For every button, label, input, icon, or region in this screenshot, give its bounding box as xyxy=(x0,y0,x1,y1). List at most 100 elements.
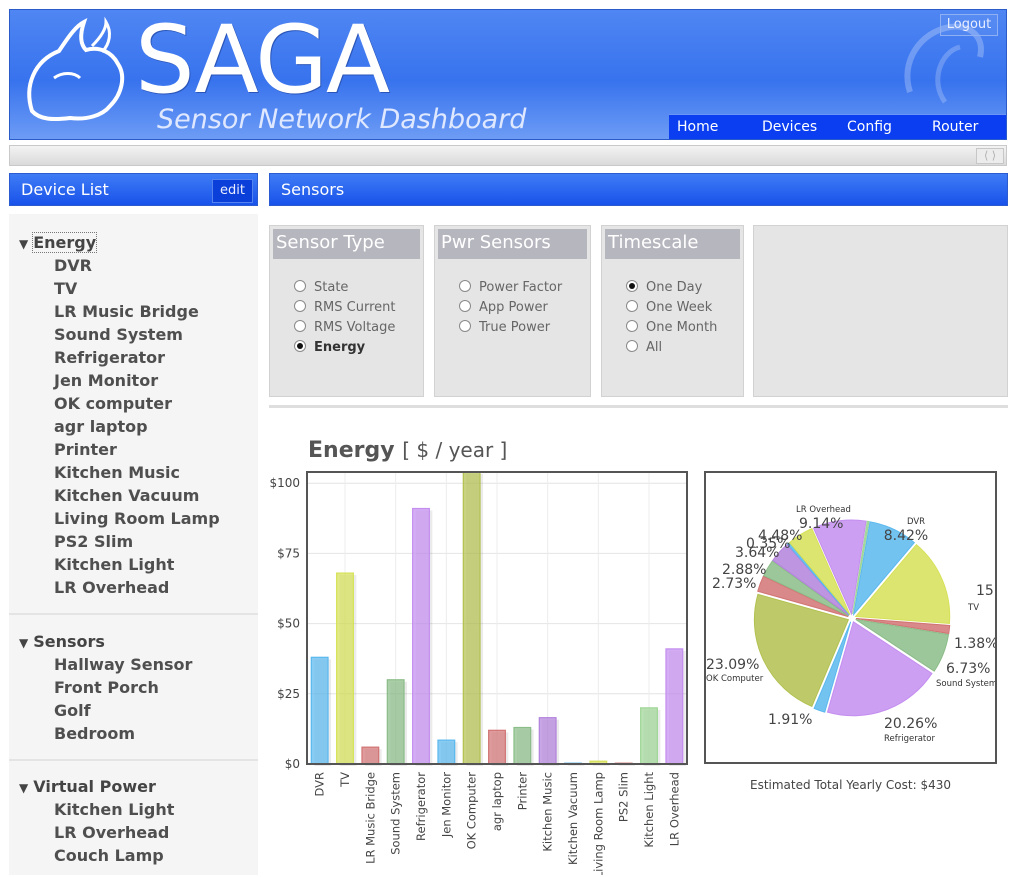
pie-slice[interactable] xyxy=(852,520,870,615)
device-item[interactable]: LR Overhead xyxy=(54,823,170,842)
sensor-type-title: Sensor Type xyxy=(273,229,420,259)
device-list-header: Device List edit xyxy=(9,173,258,206)
device-item[interactable]: Couch Lamp xyxy=(54,846,164,865)
edit-button[interactable]: edit xyxy=(212,179,253,203)
device-item[interactable]: OK computer xyxy=(54,394,172,413)
radio-one-day[interactable]: One Day xyxy=(626,279,702,297)
device-item[interactable]: LR Music Bridge xyxy=(54,302,199,321)
collapse-triangle-icon[interactable]: ▼ xyxy=(19,237,29,251)
device-item[interactable]: Bedroom xyxy=(54,724,136,743)
pie-slice[interactable] xyxy=(788,527,851,615)
pie-slice[interactable] xyxy=(812,519,867,616)
device-item[interactable]: Kitchen Light xyxy=(54,800,175,819)
pie-slice[interactable] xyxy=(813,621,852,713)
logout-button[interactable]: Logout xyxy=(940,14,998,36)
radio-icon[interactable] xyxy=(294,320,306,332)
device-item[interactable]: TV xyxy=(54,279,78,298)
radio-state[interactable]: State xyxy=(294,279,348,297)
nav-devices[interactable]: Devices xyxy=(762,119,818,135)
bar-jen-monitor[interactable] xyxy=(437,739,456,765)
radio-icon[interactable] xyxy=(294,280,306,292)
bar-lr-overhead[interactable] xyxy=(665,648,684,765)
group-title-virtual-power[interactable]: ▼ Virtual Power xyxy=(19,777,156,796)
radio-icon[interactable] xyxy=(626,320,638,332)
bar-sound-system[interactable] xyxy=(386,679,405,765)
bar-kitchen-music[interactable] xyxy=(538,717,557,765)
radio-all[interactable]: All xyxy=(626,339,662,357)
device-item[interactable]: Hallway Sensor xyxy=(54,655,193,674)
x-tick-label: TV xyxy=(338,772,352,788)
timescale-title: Timescale xyxy=(605,229,740,259)
device-item[interactable]: DVR xyxy=(54,256,92,275)
radio-icon[interactable] xyxy=(294,300,306,312)
radio-rms-voltage[interactable]: RMS Voltage xyxy=(294,319,395,337)
bar-tv[interactable] xyxy=(336,572,354,765)
radio-rms-current[interactable]: RMS Current xyxy=(294,299,395,317)
pie-slice[interactable] xyxy=(757,575,849,618)
radio-app-power[interactable]: App Power xyxy=(459,299,548,317)
pie-slice[interactable] xyxy=(763,560,849,617)
pie-pct-label: 2.88% xyxy=(722,562,766,578)
device-item[interactable]: Front Porch xyxy=(54,678,159,697)
nav-home[interactable]: Home xyxy=(677,119,719,135)
pie-slice[interactable] xyxy=(855,618,950,672)
device-item[interactable]: Living Room Lamp xyxy=(54,509,220,528)
pie-pct-label: 4.48% xyxy=(758,528,802,544)
x-tick-label: Sound System xyxy=(389,772,403,855)
pie-slice[interactable] xyxy=(855,617,951,635)
expand-toggle-icon[interactable]: ⟨ ⟩ xyxy=(976,148,1004,164)
nav-router[interactable]: Router xyxy=(932,119,979,135)
bar-printer[interactable] xyxy=(513,726,532,765)
device-item[interactable]: Kitchen Music xyxy=(54,463,181,482)
device-item[interactable]: Kitchen Vacuum xyxy=(54,486,200,505)
rhino-logo-icon xyxy=(27,16,125,122)
radio-true-power[interactable]: True Power xyxy=(459,319,550,337)
device-item[interactable]: LR Overhead xyxy=(54,578,170,597)
device-item[interactable]: agr laptop xyxy=(54,417,148,436)
radio-selected-icon[interactable] xyxy=(626,280,638,292)
pie-slice[interactable] xyxy=(826,620,933,717)
pie-slice[interactable] xyxy=(772,543,850,616)
bar-shadow xyxy=(567,765,585,766)
bar-refrigerator[interactable] xyxy=(412,507,430,765)
pie-pct-label: 15.08% xyxy=(976,583,995,599)
radio-icon[interactable] xyxy=(626,300,638,312)
radio-icon[interactable] xyxy=(459,300,471,312)
device-item[interactable]: Printer xyxy=(54,440,117,459)
nav-config[interactable]: Config xyxy=(847,119,892,135)
pie-name-label: Sound System xyxy=(936,679,995,689)
radio-icon[interactable] xyxy=(459,320,471,332)
bar-ok-computer[interactable] xyxy=(462,471,481,765)
radio-icon[interactable] xyxy=(459,280,471,292)
device-item[interactable]: Jen Monitor xyxy=(54,371,159,390)
device-item[interactable]: Kitchen Light xyxy=(54,555,175,574)
pie-slice[interactable] xyxy=(852,521,916,617)
pie-name-label: TV xyxy=(967,603,979,613)
x-tick-label: Kitchen Light xyxy=(642,772,656,848)
radio-one-week[interactable]: One Week xyxy=(626,299,712,317)
radio-icon[interactable] xyxy=(626,340,638,352)
group-energy: ▼ Energy DVR TV LR Music Bridge Sound Sys… xyxy=(9,214,258,614)
bar-kitchen-light[interactable] xyxy=(640,707,658,765)
radio-selected-icon[interactable] xyxy=(294,340,306,352)
group-title-energy[interactable]: ▼ Energy xyxy=(19,232,98,253)
bar-shadow xyxy=(618,765,636,766)
radio-one-month[interactable]: One Month xyxy=(626,319,717,337)
collapse-triangle-icon[interactable]: ▼ xyxy=(19,781,29,795)
pie-slice[interactable] xyxy=(786,542,850,616)
radio-energy[interactable]: Energy xyxy=(294,339,365,357)
device-item[interactable]: Sound System xyxy=(54,325,183,344)
bar-dvr[interactable] xyxy=(310,656,329,765)
pie-slice[interactable] xyxy=(753,593,850,708)
device-item[interactable]: PS2 Slim xyxy=(54,532,134,551)
group-title-sensors[interactable]: ▼ Sensors xyxy=(19,632,105,651)
device-item[interactable]: Refrigerator xyxy=(54,348,166,367)
total-cost-label: Estimated Total Yearly Cost: $430 xyxy=(749,778,951,792)
radio-power-factor[interactable]: Power Factor xyxy=(459,279,562,297)
bar-lr-music-bridge[interactable] xyxy=(361,746,380,765)
collapse-triangle-icon[interactable]: ▼ xyxy=(19,636,29,650)
device-item[interactable]: Golf xyxy=(54,701,91,720)
pie-slice[interactable] xyxy=(854,543,951,624)
bar-agr-laptop[interactable] xyxy=(488,729,506,765)
brand-subtitle: Sensor Network Dashboard xyxy=(157,104,527,135)
